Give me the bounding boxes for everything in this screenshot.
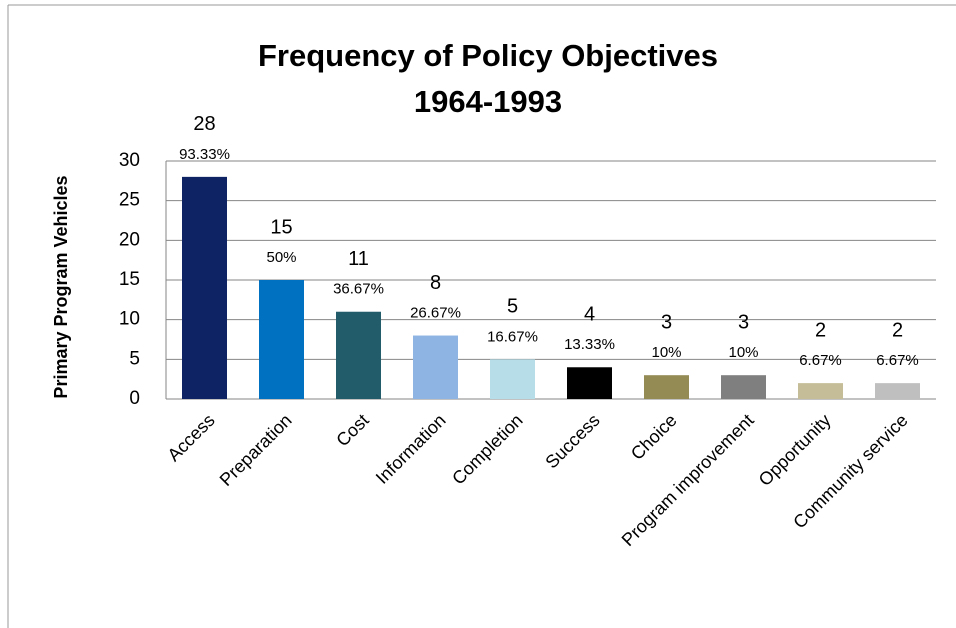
value-label: 4 — [584, 304, 595, 326]
y-tick-label: 15 — [119, 269, 140, 290]
bar — [259, 280, 304, 399]
value-label: 5 — [507, 296, 518, 318]
bar — [567, 367, 612, 399]
y-tick-label: 0 — [129, 388, 140, 409]
bar — [182, 176, 227, 399]
bar — [875, 383, 920, 399]
bar — [413, 335, 458, 399]
x-tick-label: Preparation — [216, 410, 296, 490]
bar — [490, 359, 535, 399]
share-label: 93.33% — [179, 146, 230, 163]
share-label: 10% — [651, 344, 681, 361]
value-label: 15 — [270, 216, 292, 238]
bar — [336, 311, 381, 399]
share-label: 26.67% — [410, 305, 461, 322]
x-tick-label: Access — [164, 410, 219, 465]
share-label: 16.67% — [487, 328, 538, 345]
share-label: 13.33% — [564, 336, 615, 353]
x-tick-label: Information — [372, 410, 450, 488]
y-axis-label: Primary Program Vehicles — [51, 175, 71, 398]
y-tick-label: 10 — [119, 309, 140, 330]
y-tick-label: 20 — [119, 229, 140, 250]
value-label: 3 — [661, 311, 672, 333]
bar — [798, 383, 843, 399]
x-tick-label: Completion — [448, 410, 527, 489]
value-label: 3 — [738, 311, 749, 333]
value-label: 8 — [430, 272, 441, 294]
x-tick-label: Success — [541, 410, 603, 472]
share-label: 6.67% — [799, 352, 842, 369]
share-label: 6.67% — [876, 352, 919, 369]
y-tick-label: 25 — [119, 190, 140, 211]
value-label: 11 — [348, 248, 369, 270]
y-tick-label: 30 — [119, 150, 140, 171]
value-label: 2 — [892, 319, 903, 341]
share-label: 50% — [266, 249, 296, 266]
x-tick-label: Choice — [627, 410, 681, 464]
y-tick-label: 5 — [129, 348, 140, 369]
share-label: 36.67% — [333, 281, 384, 298]
share-label: 10% — [728, 344, 758, 361]
chart-title: 1964-1993 — [414, 84, 562, 119]
value-label: 2 — [815, 319, 826, 341]
x-tick-label: Program improvement — [618, 410, 758, 550]
bar — [721, 375, 766, 399]
bar — [644, 375, 689, 399]
chart-title: Frequency of Policy Objectives — [258, 38, 718, 73]
value-label: 28 — [193, 113, 215, 135]
x-tick-label: Opportunity — [755, 410, 835, 490]
x-tick-label: Cost — [332, 410, 372, 450]
